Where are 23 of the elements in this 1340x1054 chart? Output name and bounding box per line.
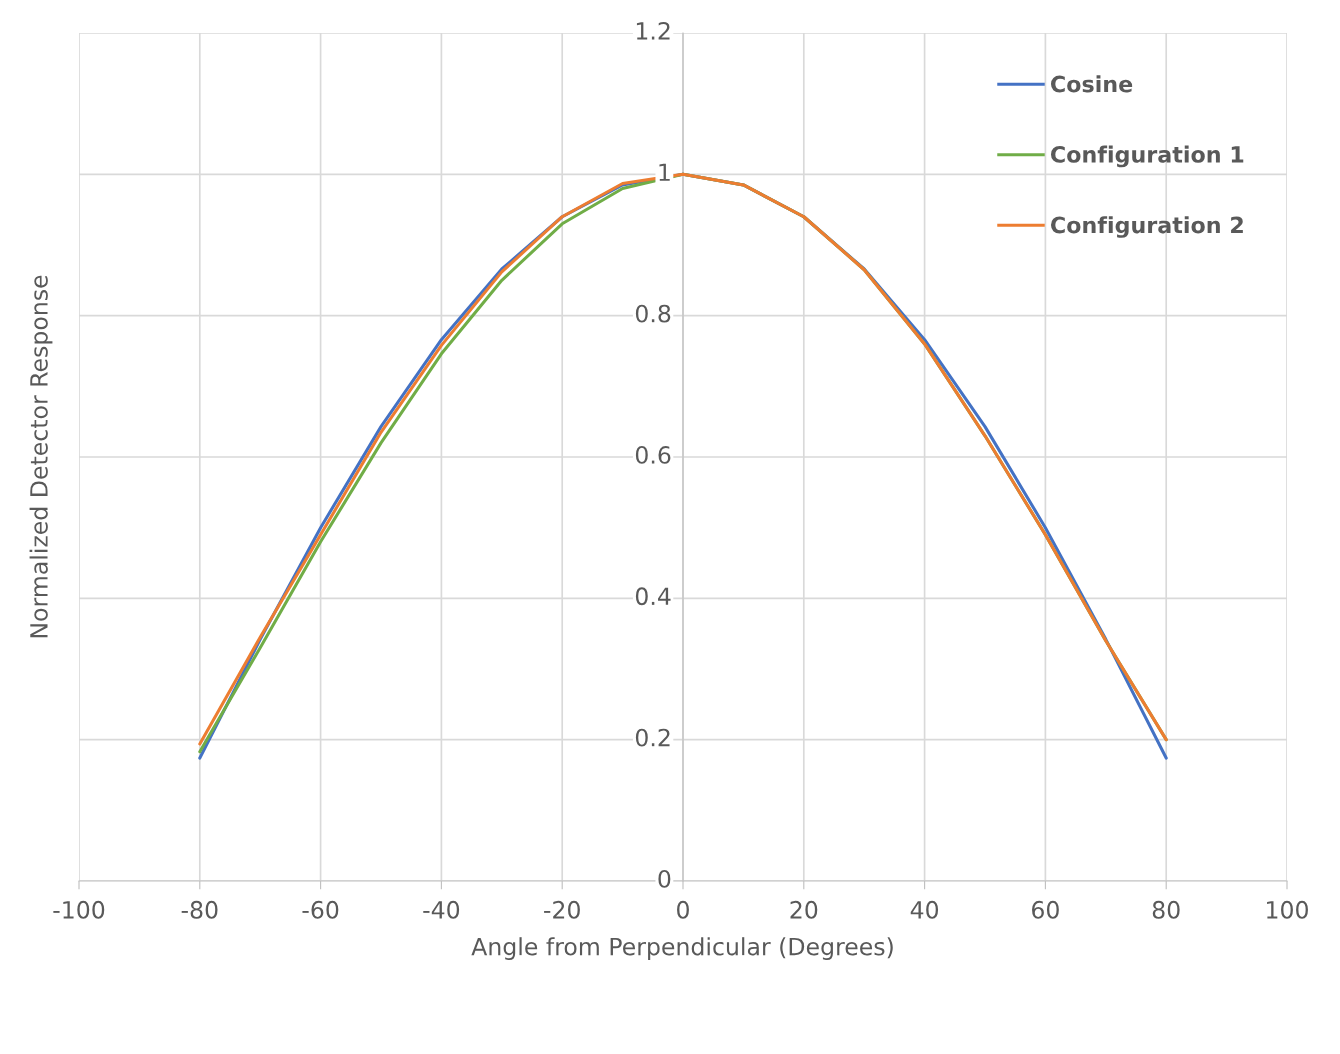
x-tick-label: 40 — [910, 900, 939, 919]
legend-label: Cosine — [1051, 75, 1133, 93]
legend-label: Configuration 2 — [1051, 216, 1243, 238]
y-tick-label: 1 — [659, 163, 670, 181]
y-tick-label: 1.2 — [636, 21, 670, 40]
y-tick-label: 0.2 — [635, 728, 670, 747]
x-tick-label: -20 — [544, 900, 580, 919]
x-tick-label: -60 — [302, 900, 339, 919]
x-tick-label: 100 — [1267, 900, 1308, 919]
x-tick-label: 0 — [677, 900, 689, 919]
x-tick-label: -80 — [181, 900, 218, 919]
y-tick-label: 0.8 — [635, 304, 671, 323]
y-axis-title: Normalized Detector Response — [29, 275, 53, 638]
y-tick-label: 0.4 — [635, 587, 671, 606]
legend-label: Configuration 1 — [1051, 145, 1244, 168]
x-tick-label: -100 — [53, 900, 105, 919]
x-tick-label: -40 — [423, 900, 460, 919]
x-tick-label: 80 — [1152, 900, 1180, 919]
y-tick-label: 0 — [658, 869, 671, 888]
y-tick-label: 0.6 — [635, 445, 671, 464]
x-axis-title: Angle from Perpendicular (Degrees) — [471, 937, 893, 961]
x-tick-label: 60 — [1032, 900, 1059, 919]
x-tick-label: 20 — [790, 900, 818, 919]
